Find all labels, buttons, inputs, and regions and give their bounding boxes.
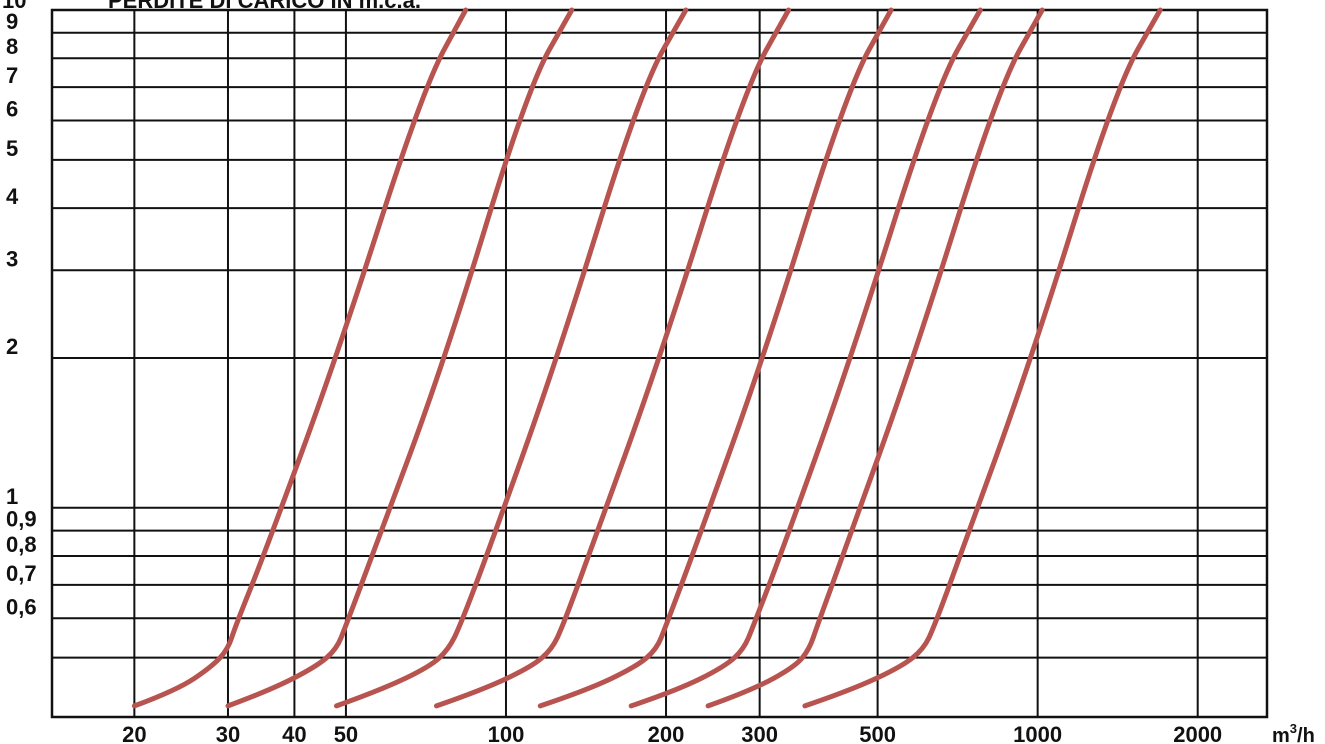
- series-line-5: [537, 7, 894, 709]
- series-line-4: [434, 7, 792, 709]
- series-line-3: [334, 7, 689, 709]
- x-tick-label: 300: [741, 722, 778, 744]
- x-unit-label: m3/h: [1272, 721, 1315, 744]
- x-tick-label: 100: [488, 722, 525, 744]
- y-tick-label: 0,6: [6, 594, 37, 619]
- x-tick-label: 20: [122, 722, 146, 744]
- y-tick-label: 0,9: [6, 507, 37, 532]
- y-tick-label: 0,8: [6, 532, 37, 557]
- series-line-6: [628, 7, 983, 709]
- y-tick-label: 7: [6, 63, 18, 88]
- y-tick-label: 1: [6, 484, 18, 509]
- y-tick-label: 8: [6, 34, 18, 59]
- y-tick-label: 3: [6, 246, 18, 271]
- x-tick-label: 2000: [1173, 722, 1222, 744]
- x-tick-label: 50: [334, 722, 358, 744]
- y-tick-label: 5: [6, 136, 18, 161]
- y-tick-label: 6: [6, 96, 18, 121]
- x-tick-label: 200: [648, 722, 685, 744]
- y-tick-label: 2: [6, 334, 18, 359]
- y-tick-label: 9: [6, 9, 18, 34]
- x-tick-label: 40: [282, 722, 306, 744]
- y-axis-top-label: 10: [2, 0, 27, 13]
- x-tick-label: 30: [216, 722, 240, 744]
- x-tick-label: 1000: [1013, 722, 1062, 744]
- series-line-2: [225, 7, 575, 709]
- series-line-8: [802, 7, 1163, 709]
- y-tick-label: 0,7: [6, 561, 37, 586]
- series-line-1: [131, 7, 469, 709]
- y-tick-label: 4: [6, 184, 19, 209]
- x-tick-label: 500: [859, 722, 896, 744]
- series-line-7: [705, 7, 1045, 709]
